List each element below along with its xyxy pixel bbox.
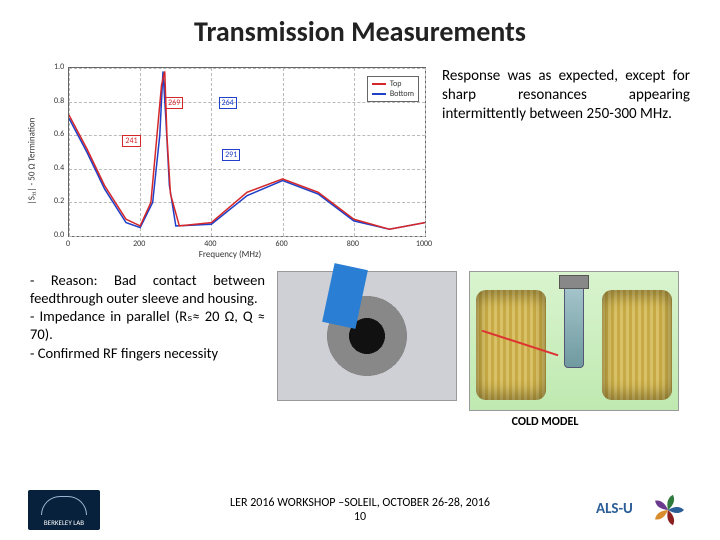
slide-footer: BERKELEY LAB LER 2016 WORKSHOP –SOLEIL, … (0, 486, 720, 534)
peak-label: 241 (122, 135, 140, 147)
chart-xlabel: Frequency (MHz) (199, 249, 262, 260)
feedthrough-cad (564, 278, 584, 368)
peak-label: 291 (222, 149, 240, 161)
footer-center: LER 2016 WORKSHOP –SOLEIL, OCTOBER 26-28… (230, 496, 490, 525)
chart-ylabel: |S₁₁| - 50 Ω Termination (27, 118, 38, 205)
feedthrough-photo (277, 271, 457, 401)
blue-tape (322, 263, 368, 329)
center-column (277, 271, 457, 401)
peak-label: 264 (219, 97, 237, 109)
xtick: 0 (66, 239, 70, 249)
peak-label: 269 (165, 97, 183, 109)
chart-plot-area: Top Bottom 269264241291 (68, 67, 426, 237)
rf-finger-right (602, 290, 672, 400)
berkeley-lab-text: BERKELEY LAB (44, 518, 84, 527)
xtick: 200 (133, 239, 145, 249)
mid-row: - Reason: Bad contact between feedthroug… (0, 261, 720, 411)
ytick: 0.4 (54, 163, 64, 173)
berkeley-lab-logo: BERKELEY LAB (28, 490, 100, 530)
reason-line-2: - Impedance in parallel (Rₛ≈ 20 Ω, Q ≈ 7… (30, 307, 265, 343)
reason-text: - Reason: Bad contact between feedthroug… (30, 271, 265, 362)
als-u-text: ALS-U (596, 500, 633, 518)
s11-chart: |S₁₁| - 50 Ω Termination Frequency (MHz)… (30, 61, 430, 261)
xtick: 1000 (416, 239, 432, 249)
conference-text: LER 2016 WORKSHOP –SOLEIL, OCTOBER 26-28… (230, 496, 490, 510)
reason-line-3: - Confirmed RF fingers necessity (30, 344, 265, 362)
als-u-swirl-icon (644, 486, 692, 534)
xtick: 400 (204, 239, 216, 249)
ytick: 1.0 (54, 62, 64, 72)
rf-finger-left (476, 290, 546, 400)
ytick: 0.0 (54, 230, 64, 240)
als-u-logo-block: ALS-U (644, 486, 692, 534)
slide-title: Transmission Measurements (0, 0, 720, 49)
cad-render (469, 271, 679, 411)
reason-line-1: - Reason: Bad contact between feedthroug… (30, 271, 265, 307)
xtick: 600 (276, 239, 288, 249)
ytick: 0.6 (54, 129, 64, 139)
page-number: 10 (230, 510, 490, 524)
xtick: 800 (347, 239, 359, 249)
ytick: 0.8 (54, 96, 64, 106)
cold-model-label: COLD MODEL (370, 415, 720, 429)
ytick: 0.2 (54, 196, 64, 206)
bolt-head (559, 275, 589, 289)
response-text: Response was as expected, except for sha… (442, 61, 690, 261)
top-row: |S₁₁| - 50 Ω Termination Frequency (MHz)… (0, 49, 720, 261)
